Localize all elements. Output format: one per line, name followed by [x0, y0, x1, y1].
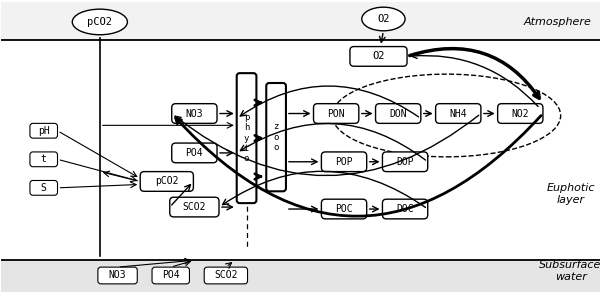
FancyBboxPatch shape: [266, 83, 286, 191]
Text: O2: O2: [377, 14, 390, 24]
Text: t: t: [41, 154, 47, 164]
Text: z
o
o: z o o: [274, 122, 279, 152]
FancyBboxPatch shape: [382, 152, 428, 172]
FancyBboxPatch shape: [314, 104, 359, 123]
FancyBboxPatch shape: [382, 199, 428, 219]
Text: POP: POP: [335, 157, 353, 167]
FancyBboxPatch shape: [376, 104, 421, 123]
FancyBboxPatch shape: [152, 267, 190, 284]
Text: PON: PON: [327, 108, 345, 118]
FancyBboxPatch shape: [140, 172, 193, 191]
Text: NH4: NH4: [449, 108, 467, 118]
Text: Euphotic
layer: Euphotic layer: [546, 183, 595, 205]
Text: p
h
y
t
o: p h y t o: [244, 113, 249, 163]
FancyBboxPatch shape: [350, 46, 407, 66]
Text: pCO2: pCO2: [155, 176, 179, 186]
Text: PO4: PO4: [185, 148, 203, 158]
Text: DOC: DOC: [396, 204, 414, 214]
Bar: [1, 40, 600, 260]
Text: Subsurface
water: Subsurface water: [539, 260, 602, 282]
Text: NO3: NO3: [185, 108, 203, 118]
Text: SCO2: SCO2: [182, 202, 206, 212]
FancyBboxPatch shape: [98, 267, 137, 284]
Text: pH: pH: [38, 126, 50, 136]
FancyBboxPatch shape: [322, 152, 367, 172]
FancyBboxPatch shape: [497, 104, 543, 123]
FancyBboxPatch shape: [30, 181, 58, 195]
FancyBboxPatch shape: [171, 104, 217, 123]
Bar: [1, 2, 600, 40]
FancyBboxPatch shape: [171, 143, 217, 163]
Text: NO3: NO3: [109, 270, 126, 280]
FancyBboxPatch shape: [237, 73, 257, 203]
Ellipse shape: [72, 9, 128, 35]
FancyBboxPatch shape: [30, 123, 58, 138]
FancyBboxPatch shape: [435, 104, 481, 123]
Bar: [1, 260, 600, 292]
FancyBboxPatch shape: [204, 267, 247, 284]
Text: Atmosphere: Atmosphere: [523, 17, 592, 27]
Text: pCO2: pCO2: [88, 17, 112, 27]
Text: NO2: NO2: [511, 108, 529, 118]
Text: POC: POC: [335, 204, 353, 214]
FancyBboxPatch shape: [170, 197, 219, 217]
Text: O2: O2: [372, 51, 385, 61]
Text: SCO2: SCO2: [214, 270, 238, 280]
FancyBboxPatch shape: [322, 199, 367, 219]
Text: DOP: DOP: [396, 157, 414, 167]
Text: S: S: [41, 183, 47, 193]
FancyBboxPatch shape: [30, 152, 58, 167]
Ellipse shape: [362, 7, 405, 31]
Text: PO4: PO4: [162, 270, 179, 280]
Text: DON: DON: [389, 108, 407, 118]
